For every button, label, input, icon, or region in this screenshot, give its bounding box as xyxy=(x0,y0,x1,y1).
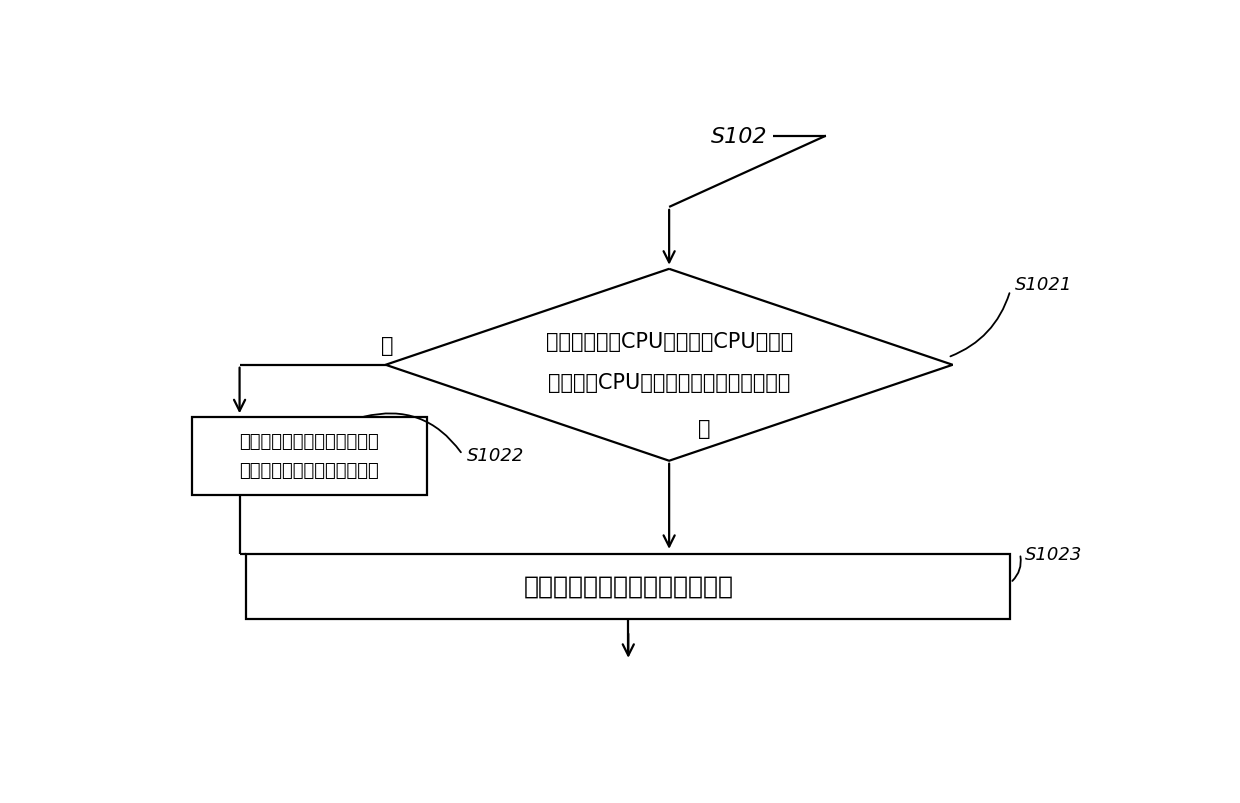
Text: 所述第一CPU核的扇矩计算结果是否有效: 所述第一CPU核的扇矩计算结果是否有效 xyxy=(548,373,790,393)
Text: S1021: S1021 xyxy=(1016,276,1073,294)
Text: 出扇矩并输出相应的控制指令: 出扇矩并输出相应的控制指令 xyxy=(239,461,379,479)
Text: 根据所述扇矩计算结果确定输: 根据所述扇矩计算结果确定输 xyxy=(239,432,379,450)
Text: S1022: S1022 xyxy=(467,446,525,464)
Text: 否: 否 xyxy=(698,418,711,438)
Text: 是: 是 xyxy=(381,336,393,356)
Text: 通过所述多核CPU中的第二CPU核判断: 通过所述多核CPU中的第二CPU核判断 xyxy=(546,332,792,352)
Bar xyxy=(247,554,1011,619)
Text: 关闭汽车的动力系统的动力输出: 关闭汽车的动力系统的动力输出 xyxy=(523,574,733,598)
Bar xyxy=(191,418,427,495)
Text: S102: S102 xyxy=(711,127,768,146)
Text: S1023: S1023 xyxy=(1024,545,1083,563)
